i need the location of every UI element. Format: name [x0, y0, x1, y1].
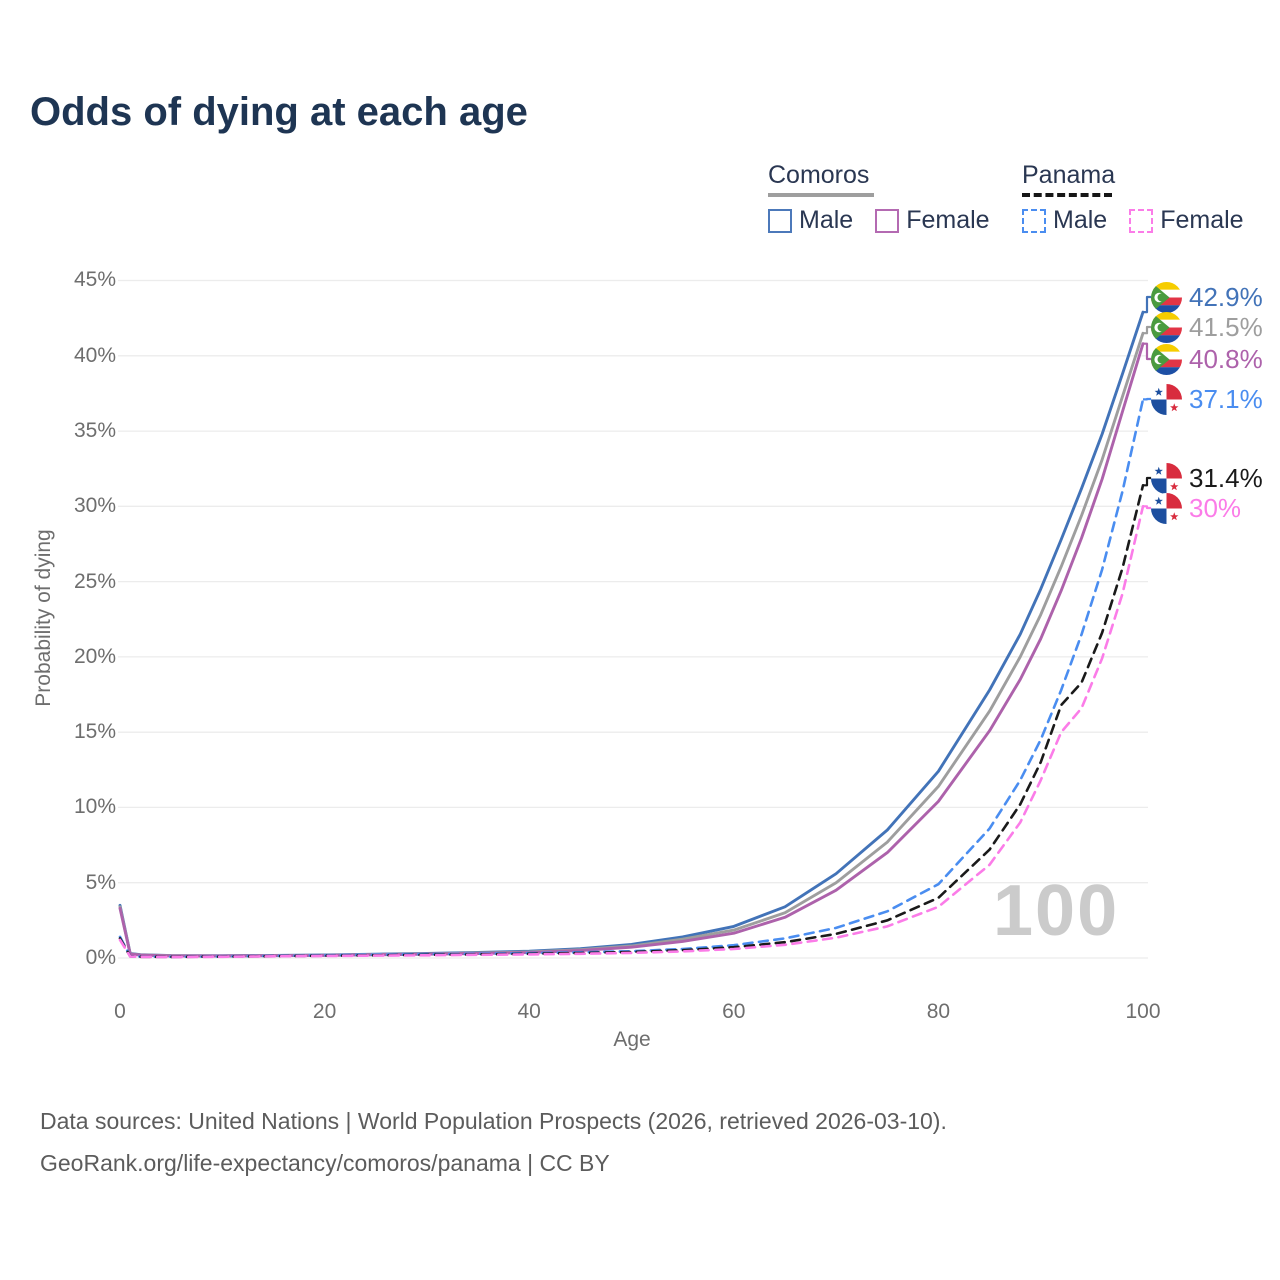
- y-tick-40: 40%: [73, 343, 116, 367]
- legend: Comoros Male Female Panama Male Female: [768, 161, 1258, 241]
- comoros-flag-icon: [1151, 343, 1182, 375]
- panama-both-line-swatch[interactable]: [1022, 193, 1112, 197]
- page-title: Odds of dying at each age: [30, 90, 528, 134]
- series-line-panama-all: [118, 483, 1145, 959]
- x-tick-20: 20: [312, 1000, 337, 1023]
- x-axis-title: Age: [613, 1028, 651, 1051]
- x-tick-40: 40: [517, 1000, 541, 1023]
- comoros-male-swatch[interactable]: [768, 208, 792, 233]
- y-tick-45: 45%: [73, 268, 116, 292]
- comoros-both-line-swatch[interactable]: [768, 193, 874, 197]
- end-label-comoros-all: 41.5%: [1151, 311, 1263, 343]
- series-line-comoros-male: [118, 310, 1145, 958]
- panama-flag-icon: [1151, 492, 1182, 524]
- legend-group-panama: Panama Male Female: [1022, 161, 1266, 235]
- series-line-panama-male: [118, 398, 1145, 959]
- footer-data-sources: Data sources: United Nations | World Pop…: [40, 1108, 947, 1134]
- end-value-comoros-all: 41.5%: [1189, 311, 1263, 342]
- series-line-comoros-all: [118, 331, 1145, 958]
- comoros-female-swatch[interactable]: [875, 208, 900, 233]
- end-label-panama-all: 31.4%: [1151, 462, 1263, 494]
- end-label-comoros-male: 42.9%: [1151, 281, 1263, 313]
- y-tick-5: 5%: [85, 870, 116, 894]
- end-value-panama-female: 30%: [1189, 492, 1242, 523]
- end-value-comoros-female: 40.8%: [1189, 343, 1263, 374]
- legend-group-comoros: Comoros Male Female: [768, 161, 1012, 235]
- panama-female-swatch[interactable]: [1129, 208, 1154, 233]
- y-tick-0: 0%: [85, 946, 116, 969]
- legend-item-comoros-male[interactable]: Male: [799, 206, 854, 234]
- y-tick-20: 20%: [73, 644, 116, 668]
- footer-attribution: GeoRank.org/life-expectancy/comoros/pana…: [40, 1150, 610, 1176]
- legend-country-comoros[interactable]: Comoros: [768, 161, 870, 189]
- comoros-flag-icon: [1151, 311, 1182, 343]
- end-value-comoros-male: 42.9%: [1189, 281, 1263, 312]
- end-value-panama-all: 31.4%: [1189, 462, 1263, 493]
- comoros-flag-icon: [1151, 281, 1182, 313]
- x-tick-80: 80: [926, 1000, 951, 1023]
- end-label-panama-female: 30%: [1151, 492, 1241, 524]
- end-value-panama-male: 37.1%: [1189, 383, 1263, 414]
- x-tick-60: 60: [722, 1000, 746, 1023]
- legend-country-panama[interactable]: Panama: [1022, 161, 1116, 189]
- y-axis-title: Probability of dying: [32, 529, 55, 707]
- end-label-panama-male: 37.1%: [1151, 383, 1263, 415]
- y-tick-25: 25%: [73, 569, 116, 593]
- age-watermark: 100: [993, 871, 1120, 951]
- legend-item-panama-male[interactable]: Male: [1053, 206, 1108, 234]
- legend-item-panama-female[interactable]: Female: [1160, 206, 1244, 234]
- panama-male-swatch[interactable]: [1022, 208, 1046, 233]
- end-label-comoros-female: 40.8%: [1151, 343, 1263, 375]
- y-tick-35: 35%: [73, 419, 116, 443]
- y-tick-15: 15%: [73, 720, 116, 744]
- panama-flag-icon: [1151, 383, 1182, 415]
- series-line-panama-female: [118, 504, 1145, 959]
- panama-flag-icon: [1151, 462, 1182, 494]
- series-line-comoros-female: [118, 342, 1145, 958]
- x-tick-0: 0: [114, 1000, 126, 1023]
- y-tick-10: 10%: [73, 795, 116, 819]
- x-tick-100: 100: [1125, 1000, 1161, 1023]
- legend-item-comoros-female[interactable]: Female: [906, 206, 990, 234]
- y-tick-30: 30%: [73, 494, 116, 518]
